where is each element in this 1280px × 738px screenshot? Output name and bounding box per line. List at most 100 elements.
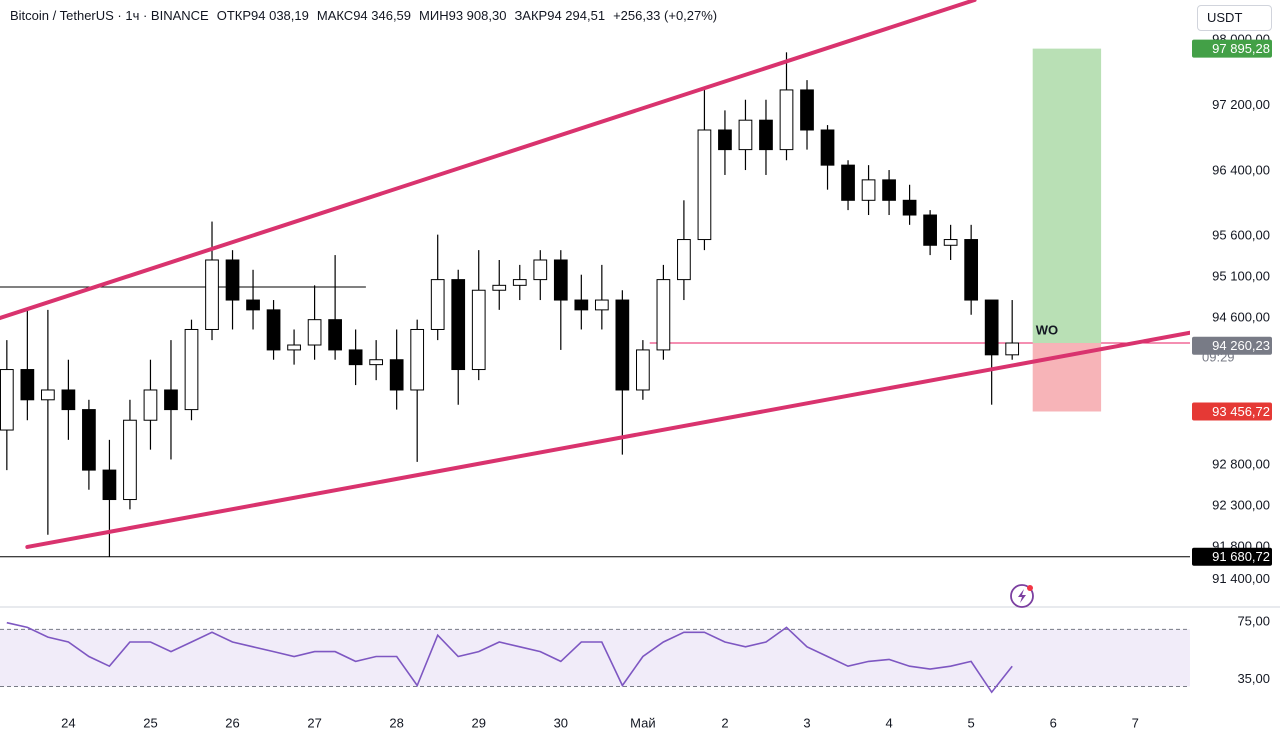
- y-tick-label: 35,00: [1237, 671, 1270, 686]
- candle-body: [184, 328, 199, 411]
- candle-body: [882, 179, 896, 201]
- price-badge: [1192, 336, 1272, 355]
- change: +256,33 (+0,27%): [613, 8, 718, 23]
- x-tick-label: 29: [472, 715, 486, 730]
- candle-body: [410, 328, 425, 391]
- candle-body: [61, 389, 76, 411]
- candle-body: [1005, 342, 1020, 356]
- y-tick-label: 91 400,00: [1212, 571, 1270, 586]
- profit-zone: [1032, 48, 1102, 344]
- candle-body: [20, 369, 35, 401]
- x-tick-label: 27: [307, 715, 321, 730]
- candle-body: [205, 259, 219, 330]
- ohlc-close: ЗАКР94 294,51: [514, 8, 605, 23]
- x-tick-label: 4: [885, 715, 892, 730]
- value: 94 038,19: [251, 8, 309, 23]
- candle-body: [348, 349, 363, 366]
- candle-body: [820, 129, 835, 166]
- x-tick-label: 30: [554, 715, 568, 730]
- candle-body: [697, 129, 712, 241]
- candle-body: [923, 214, 937, 246]
- rsi-band: [0, 629, 1190, 687]
- rsi-pane: [0, 621, 1190, 694]
- trend-line: [0, 0, 977, 321]
- rsi-line: [6, 621, 1013, 694]
- y-tick-label: 96 400,00: [1212, 162, 1270, 177]
- y-tick-label: 94 600,00: [1212, 309, 1270, 324]
- label: МИН: [419, 8, 449, 23]
- trend-line: [25, 330, 1190, 549]
- candle-body: [246, 299, 260, 311]
- label: ОТКР: [216, 8, 252, 23]
- ohlc-high: МАКС94 346,59: [317, 8, 411, 23]
- price-badge: [1192, 402, 1272, 421]
- candle-body: [102, 469, 117, 501]
- candle-body: [800, 89, 814, 131]
- candle-body: [0, 369, 14, 431]
- price-badge: [1192, 39, 1272, 58]
- candle-body: [677, 239, 691, 281]
- candle-body: [574, 299, 589, 311]
- price-pane: WO: [0, 0, 1190, 558]
- candle-body: [656, 279, 671, 351]
- y-tick-label: 92 800,00: [1212, 457, 1270, 472]
- candle-body: [984, 299, 999, 356]
- value: 93 908,30: [448, 8, 507, 23]
- value: 94 294,51: [547, 8, 606, 23]
- candle-body: [164, 389, 178, 411]
- symbol-title: Bitcoin / TetherUS · 1ч · BINANCE: [10, 8, 209, 23]
- candle-body: [266, 309, 281, 351]
- candle-body: [123, 419, 137, 501]
- candle-body: [451, 279, 466, 371]
- y-tick-label: 95 600,00: [1212, 228, 1270, 243]
- candle-body: [533, 259, 548, 281]
- position-label: WO: [1036, 322, 1058, 337]
- candle-body: [594, 299, 609, 311]
- price-badge-label: 93 456,72: [1212, 404, 1270, 419]
- ohlc-low: МИН93 908,30: [419, 8, 506, 23]
- candle-body: [225, 259, 240, 301]
- candle-body: [943, 239, 958, 246]
- y-tick-label: 92 300,00: [1212, 498, 1270, 513]
- candle-body: [307, 319, 322, 346]
- label: ЗАКР: [514, 8, 548, 23]
- candle-body: [41, 389, 55, 401]
- candle-body: [492, 284, 507, 291]
- x-tick-label: 2: [721, 715, 728, 730]
- price-badge-label: 94 260,23: [1212, 338, 1270, 353]
- candle-body: [287, 344, 301, 351]
- candle-body: [861, 179, 876, 201]
- candle-body: [82, 409, 96, 471]
- candle-body: [759, 119, 773, 151]
- candle-body: [471, 289, 486, 371]
- x-tick-label: 28: [389, 715, 403, 730]
- currency-button[interactable]: USDT: [1197, 5, 1272, 31]
- x-tick-label: 25: [143, 715, 157, 730]
- candle-body: [328, 319, 342, 351]
- alert-icon[interactable]: [1010, 584, 1034, 608]
- x-tick-label: 7: [1132, 715, 1139, 730]
- y-tick-label: 97 200,00: [1212, 97, 1270, 112]
- x-tick-label: 26: [225, 715, 239, 730]
- candle-body: [369, 359, 384, 366]
- candle-body: [143, 389, 158, 421]
- candle-body: [964, 239, 979, 301]
- price-badge: [1192, 547, 1272, 566]
- x-tick-label: 6: [1050, 715, 1057, 730]
- candle-body: [512, 279, 527, 286]
- y-tick-label: 95 100,00: [1212, 269, 1270, 284]
- value: 94 346,59: [353, 8, 412, 23]
- candle-body: [389, 359, 404, 391]
- x-tick-label: 24: [61, 715, 75, 730]
- candle-body: [430, 279, 445, 330]
- y-tick-label: 75,00: [1237, 614, 1270, 629]
- candle-body: [841, 164, 855, 201]
- candle-body: [738, 119, 753, 151]
- label: МАКС: [316, 8, 354, 23]
- candle-body: [636, 349, 650, 391]
- loss-zone: [1032, 343, 1102, 412]
- candle-body: [902, 199, 917, 216]
- legend: Bitcoin / TetherUS · 1ч · BINANCE ОТКР94…: [10, 8, 717, 23]
